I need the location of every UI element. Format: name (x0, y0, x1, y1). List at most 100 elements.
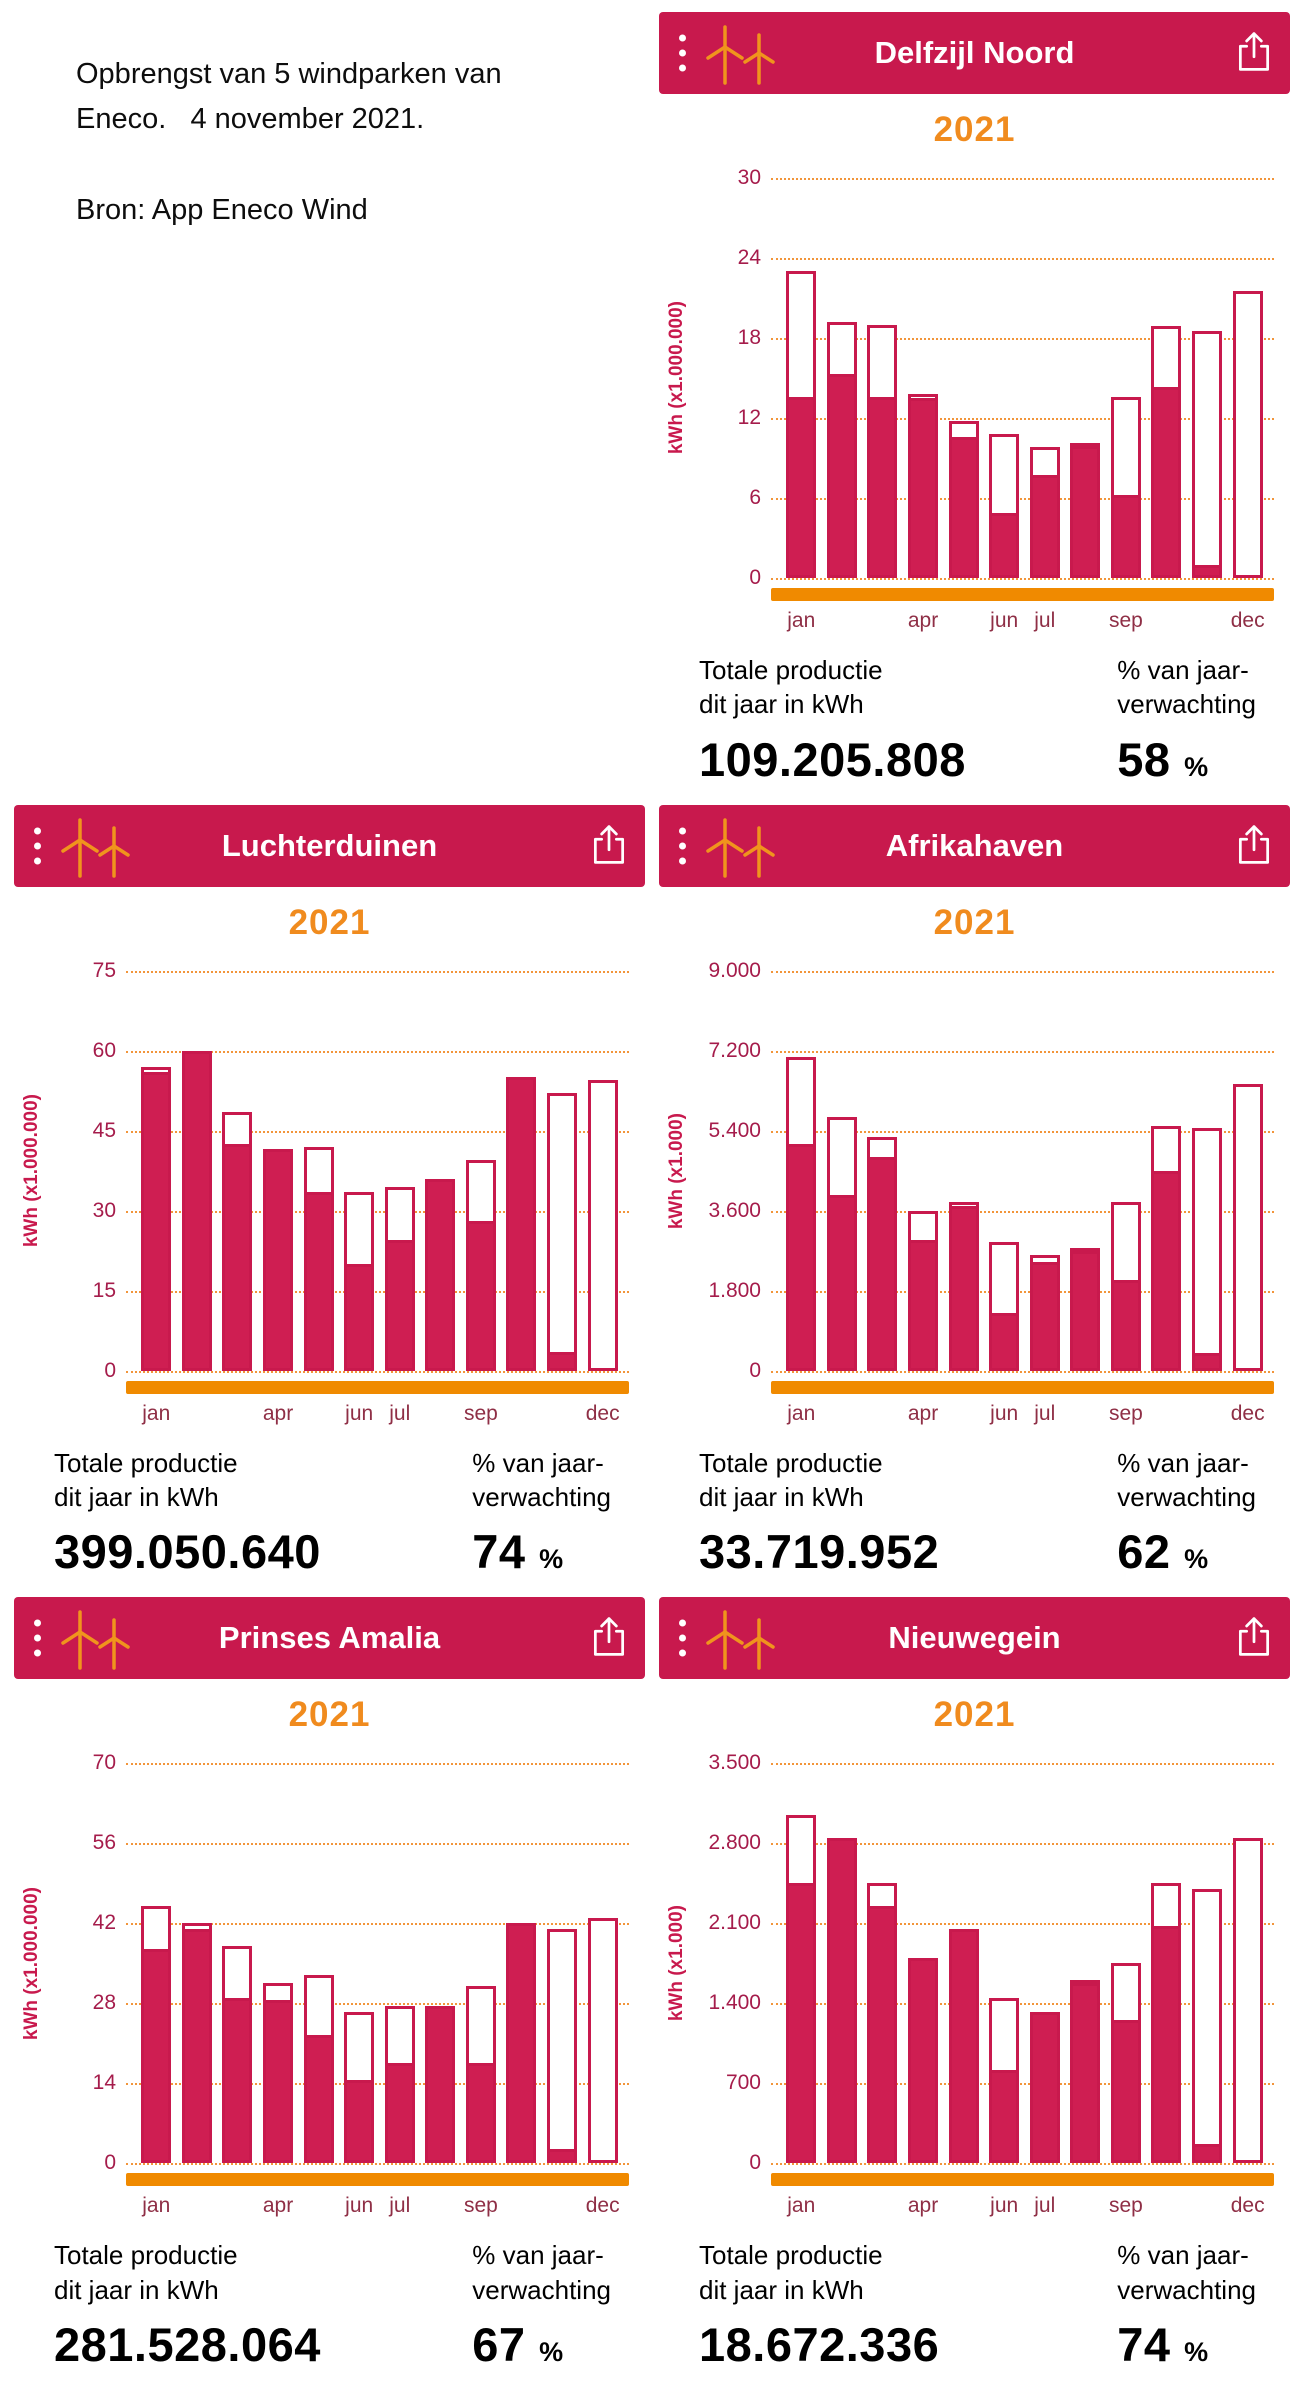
bar-slot (943, 971, 984, 1371)
y-axis-tick-label: 0 (749, 1358, 761, 1382)
menu-dots-button[interactable] (675, 1616, 690, 1661)
gridline (771, 2163, 1274, 2166)
actual-bar (1110, 495, 1141, 578)
bar-slot (177, 971, 218, 1371)
percentage-unit: % (1184, 751, 1209, 782)
gridline (771, 1370, 1274, 1373)
month-label (420, 2194, 461, 2218)
bars (136, 1763, 623, 2164)
month-label (1187, 1402, 1228, 1426)
share-button[interactable] (589, 821, 629, 870)
pct-label-line2: verwachting (1117, 689, 1256, 720)
wind-turbine-icon (52, 1606, 138, 1675)
percentage-value: 62 (1117, 1525, 1171, 1579)
month-label: dec (1230, 1401, 1265, 1425)
month-label: dec (1230, 609, 1265, 632)
gridline (126, 2163, 629, 2166)
pct-label: % van jaar- verwachting (472, 2238, 611, 2307)
expected-bar (1192, 1888, 1223, 2164)
y-axis-tick-label: 15 (92, 1278, 116, 1302)
pct-label-line1: % van jaar- (472, 1447, 604, 1478)
x-axis-bar (771, 2173, 1274, 2187)
year-expectation-block: % van jaar- verwachting 67 % (472, 2238, 611, 2372)
windpark-card: Afrikahaven 2021 kWh (x1.000) 0 (659, 804, 1290, 1580)
total-label: Totale productie dit jaar in kWh (699, 1446, 939, 1515)
y-axis-tick-label: 3.600 (708, 1198, 761, 1222)
bar-slot (298, 1763, 339, 2164)
y-axis-tick-label: 3.500 (708, 1751, 761, 1775)
chart-year-title: 2021 (288, 902, 371, 942)
actual-bar (506, 1923, 537, 2164)
gridline (771, 1763, 1274, 1766)
share-button[interactable] (589, 1614, 629, 1663)
pct-label: % van jaar- verwachting (472, 1446, 611, 1515)
gridline (126, 1130, 629, 1133)
month-label: apr (262, 2194, 294, 2218)
share-button[interactable] (1234, 821, 1274, 870)
actual-bar (506, 1077, 537, 1371)
bar-slot (420, 1763, 461, 2164)
bar-slot (542, 1763, 583, 2164)
axis-spacer (659, 601, 771, 633)
axis-spacer (14, 1394, 126, 1426)
month-label: sep (1108, 2194, 1143, 2218)
share-icon (1236, 824, 1272, 868)
card-header: Prinses Amalia (14, 1597, 645, 1680)
actual-bar (263, 1149, 294, 1371)
month-label (298, 2194, 339, 2218)
y-axis-tick-label: 0 (104, 2151, 116, 2175)
month-label (862, 2194, 903, 2218)
x-axis-row (659, 1371, 1290, 1394)
y-axis-tick-label: 1.800 (708, 1278, 761, 1302)
card-title: Nieuwegein (888, 1620, 1061, 1656)
month-label (943, 1402, 984, 1426)
month-labels-row: jan apr jun jul sep dec (659, 601, 1290, 633)
menu-dots-button[interactable] (675, 31, 690, 76)
bar-slot (136, 1763, 177, 2164)
month-label: jun (345, 2194, 374, 2218)
expected-bar (587, 1917, 618, 2164)
y-axis-tick-label: 75 (92, 958, 116, 982)
bar-slot (822, 971, 863, 1371)
bar-slot (1146, 1763, 1187, 2164)
y-axis-tick-label: 5.400 (708, 1118, 761, 1142)
menu-dots-button[interactable] (30, 823, 45, 868)
bar-slot (903, 178, 944, 578)
month-label: jan (142, 2194, 171, 2218)
pct-label-line2: verwachting (1117, 1481, 1256, 1512)
bar-slot (822, 1763, 863, 2164)
actual-bar (826, 374, 857, 578)
month-label: jun (990, 2194, 1019, 2218)
share-button[interactable] (1234, 29, 1274, 78)
month-label: sep (463, 2194, 498, 2218)
chart-area: kWh (x1.000.000) 0 15 30 45 60 75 (14, 959, 645, 1382)
percentage-unit: % (539, 2336, 564, 2367)
y-axis-tick-label: 12 (737, 406, 761, 429)
bar-slot (1106, 1763, 1147, 2164)
percentage-unit: % (1184, 1544, 1209, 1575)
bar-slot (177, 1763, 218, 2164)
actual-bar (1151, 387, 1182, 578)
bar-slot (1227, 178, 1268, 578)
actual-bar (867, 1906, 898, 2164)
bar-slot (258, 1763, 299, 2164)
month-label: dec (585, 2194, 620, 2218)
bar-slot (582, 1763, 623, 2164)
bar-slot (217, 971, 258, 1371)
month-label (1146, 609, 1187, 633)
year-expectation-block: % van jaar- verwachting 62 % (1117, 1446, 1256, 1580)
card-header: Afrikahaven (659, 804, 1290, 887)
menu-dots-button[interactable] (30, 1616, 45, 1661)
month-label (943, 2194, 984, 2218)
share-button[interactable] (1234, 1614, 1274, 1663)
bar-slot (420, 971, 461, 1371)
actual-bar (1110, 1279, 1141, 1371)
actual-bar (303, 1191, 334, 1371)
bar-slot (1065, 971, 1106, 1371)
menu-dots-button[interactable] (675, 823, 690, 868)
month-label: dec (1230, 2194, 1265, 2218)
total-label-line2: dit jaar in kWh (54, 1481, 219, 1512)
bar-slot (1187, 1763, 1228, 2164)
month-labels-row: jan apr jun jul sep dec (14, 2186, 645, 2218)
bar-slot (822, 178, 863, 578)
